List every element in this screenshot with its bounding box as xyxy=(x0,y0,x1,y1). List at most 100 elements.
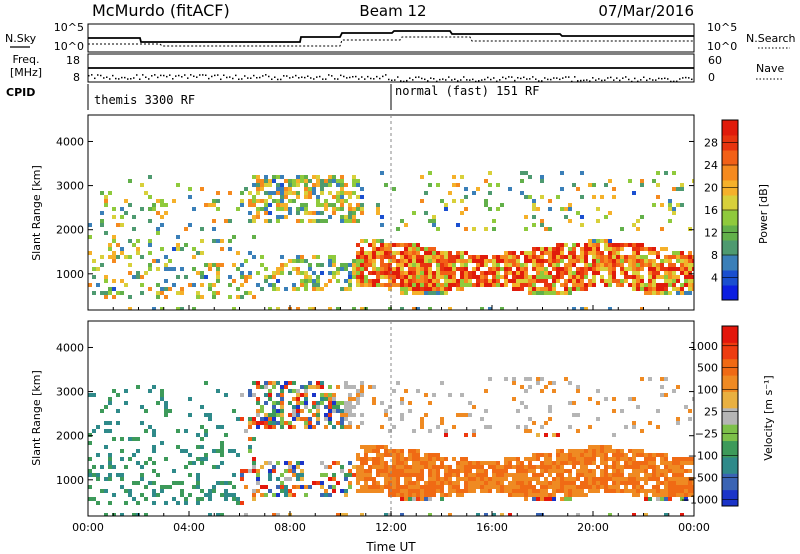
heatmap-cell xyxy=(316,255,320,259)
heatmap-cell xyxy=(432,259,436,263)
heatmap-cell xyxy=(560,243,564,247)
heatmap-cell xyxy=(632,275,636,279)
heatmap-cell xyxy=(568,457,572,461)
heatmap-cell xyxy=(380,445,384,449)
heatmap-cell xyxy=(192,461,196,465)
heatmap-cell xyxy=(408,489,412,493)
heatmap-cell xyxy=(416,247,420,251)
heatmap-cell xyxy=(532,263,536,267)
heatmap-cell xyxy=(660,259,664,263)
colorbar-swatch xyxy=(722,210,738,226)
y-tick-label: 4000 xyxy=(56,135,84,148)
heatmap-cell xyxy=(600,267,604,271)
heatmap-cell xyxy=(372,401,376,405)
nave-point xyxy=(205,74,207,76)
heatmap-cell xyxy=(348,481,352,485)
heatmap-cell xyxy=(280,271,284,275)
heatmap-cell xyxy=(168,485,172,489)
heatmap-cell xyxy=(432,219,436,223)
heatmap-cell xyxy=(524,477,528,481)
heatmap-cell xyxy=(632,421,636,425)
heatmap-cell xyxy=(384,247,388,251)
heatmap-cell xyxy=(560,259,564,263)
heatmap-cell xyxy=(420,457,424,461)
heatmap-cell xyxy=(580,307,584,310)
heatmap-cell xyxy=(412,263,416,267)
heatmap-cell xyxy=(692,275,694,279)
heatmap-cell xyxy=(640,453,644,457)
heatmap-cell xyxy=(520,271,524,275)
heatmap-cell xyxy=(428,457,432,461)
heatmap-cell xyxy=(592,183,596,187)
heatmap-cell xyxy=(536,275,540,279)
heatmap-cell xyxy=(356,457,360,461)
heatmap-cell xyxy=(316,179,320,183)
heatmap-cell xyxy=(252,465,256,469)
heatmap-cell xyxy=(340,401,344,405)
nave-point xyxy=(301,76,303,78)
colorbar-swatch xyxy=(722,456,738,474)
heatmap-cell xyxy=(360,473,364,477)
heatmap-cell xyxy=(316,199,320,203)
heatmap-cell xyxy=(260,207,264,211)
heatmap-cell xyxy=(276,513,280,516)
heatmap-cell xyxy=(344,417,348,421)
heatmap-cell xyxy=(248,211,252,215)
heatmap-cell xyxy=(520,267,524,271)
heatmap-cell xyxy=(276,461,280,465)
heatmap-cell xyxy=(376,255,380,259)
heatmap-cell xyxy=(128,255,132,259)
heatmap-cell xyxy=(348,469,352,473)
heatmap-cell xyxy=(460,283,464,287)
heatmap-cell xyxy=(432,287,436,291)
heatmap-cell xyxy=(564,291,568,295)
heatmap-cell xyxy=(284,477,288,481)
heatmap-cell xyxy=(164,401,168,405)
heatmap-cell xyxy=(164,203,168,207)
heatmap-cell xyxy=(684,405,688,409)
heatmap-cell xyxy=(648,465,652,469)
nave-point xyxy=(280,78,282,81)
heatmap-cell xyxy=(552,267,556,271)
heatmap-cell xyxy=(648,453,652,457)
heatmap-cell xyxy=(476,465,480,469)
heatmap-cell xyxy=(296,219,300,223)
nave-point xyxy=(97,74,99,76)
heatmap-cell xyxy=(676,421,680,425)
heatmap-cell xyxy=(408,243,412,247)
heatmap-cell xyxy=(672,283,676,287)
heatmap-cell xyxy=(188,493,192,497)
heatmap-cell xyxy=(300,393,304,397)
heatmap-cell xyxy=(136,501,140,505)
heatmap-cell xyxy=(216,275,220,279)
heatmap-cell xyxy=(652,283,656,287)
heatmap-cell xyxy=(392,251,396,255)
nave-point xyxy=(421,77,423,80)
heatmap-cell xyxy=(448,469,452,473)
heatmap-cell xyxy=(560,473,564,477)
heatmap-cell xyxy=(228,275,232,279)
heatmap-cell xyxy=(688,271,692,275)
heatmap-cell xyxy=(320,473,324,477)
heatmap-cell xyxy=(148,195,152,199)
heatmap-cell xyxy=(600,485,604,489)
heatmap-cell xyxy=(156,493,160,497)
nave-point xyxy=(406,79,408,82)
heatmap-cell xyxy=(452,481,456,485)
nave-point xyxy=(454,78,456,81)
nsearch-label: N.Search xyxy=(746,32,796,45)
heatmap-cell xyxy=(344,287,348,291)
heatmap-cell xyxy=(520,485,524,489)
heatmap-cell xyxy=(300,207,304,211)
heatmap-cell xyxy=(200,283,204,287)
heatmap-cell xyxy=(640,215,644,219)
heatmap-cell xyxy=(536,465,540,469)
heatmap-cell xyxy=(480,481,484,485)
heatmap-cell xyxy=(472,433,476,437)
heatmap-cell xyxy=(504,263,508,267)
heatmap-cell xyxy=(648,377,652,381)
heatmap-cell xyxy=(444,465,448,469)
heatmap-cell xyxy=(512,283,516,287)
heatmap-cell xyxy=(400,259,404,263)
heatmap-cell xyxy=(160,485,164,489)
